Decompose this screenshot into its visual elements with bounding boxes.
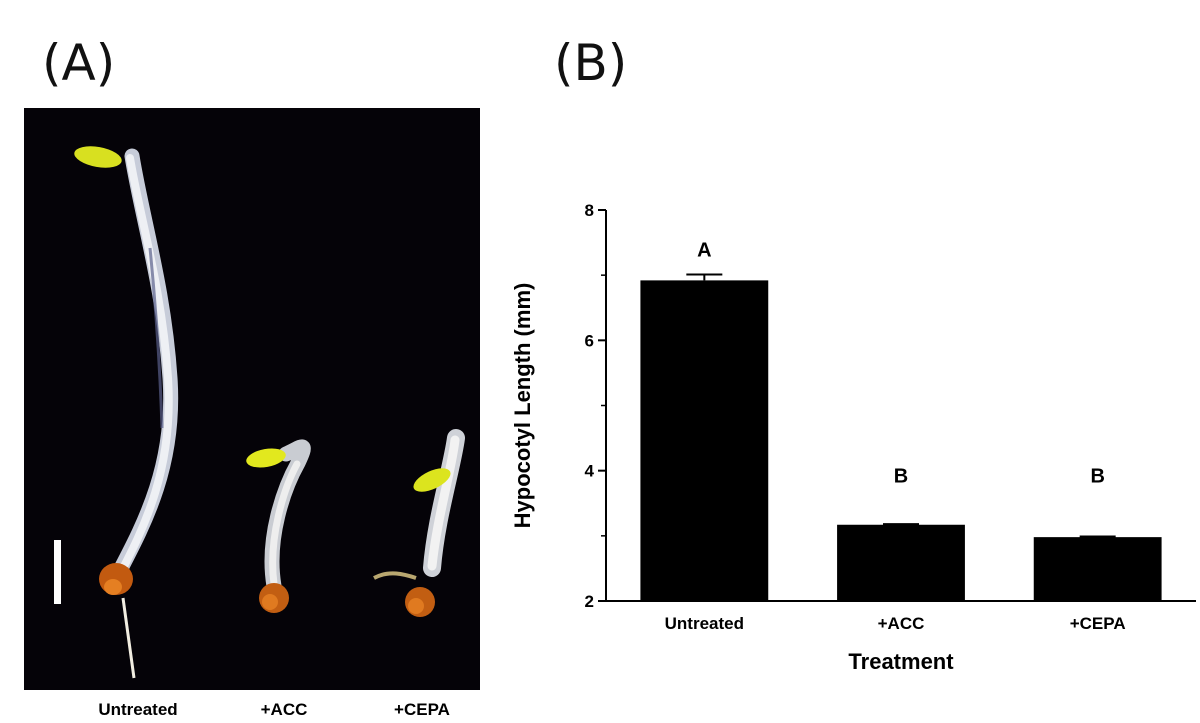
y-axis-title: Hypocotyl Length (mm) [510, 283, 535, 529]
x-tick-label-0: Untreated [665, 614, 744, 633]
significance-label-1: B [894, 466, 908, 488]
scale-bar [54, 540, 61, 604]
acc-seedling-image [246, 439, 311, 613]
bar-0 [640, 280, 769, 601]
x-tick-label-1: +ACC [878, 614, 925, 633]
y-tick-label: 6 [585, 331, 594, 350]
y-tick-label: 2 [585, 592, 594, 611]
photo-caption-cepa: +CEPA [394, 700, 450, 719]
y-tick-label: 8 [585, 201, 594, 220]
bar-2 [1033, 537, 1162, 601]
significance-label-2: B [1090, 466, 1104, 488]
x-axis-title: Treatment [848, 649, 954, 674]
hypocotyl-bar-chart: 2 4 6 8 A B B Untreated +ACC +CEPA Hypocotyl Le… [510, 201, 1196, 674]
photo-caption-untreated: Untreated [98, 700, 178, 719]
photo-caption-acc: +ACC [260, 700, 308, 719]
x-tick-label-2: +CEPA [1070, 614, 1126, 633]
seedling-photo [24, 108, 480, 690]
panel-b-label: (B) [554, 34, 628, 92]
cepa-seedling-image [373, 429, 465, 617]
untreated-seedling-image [74, 146, 179, 679]
panel-a-label: (A) [42, 34, 116, 92]
y-tick-label: 4 [585, 462, 595, 481]
significance-label-0: A [697, 240, 711, 262]
bar-1 [837, 524, 965, 601]
